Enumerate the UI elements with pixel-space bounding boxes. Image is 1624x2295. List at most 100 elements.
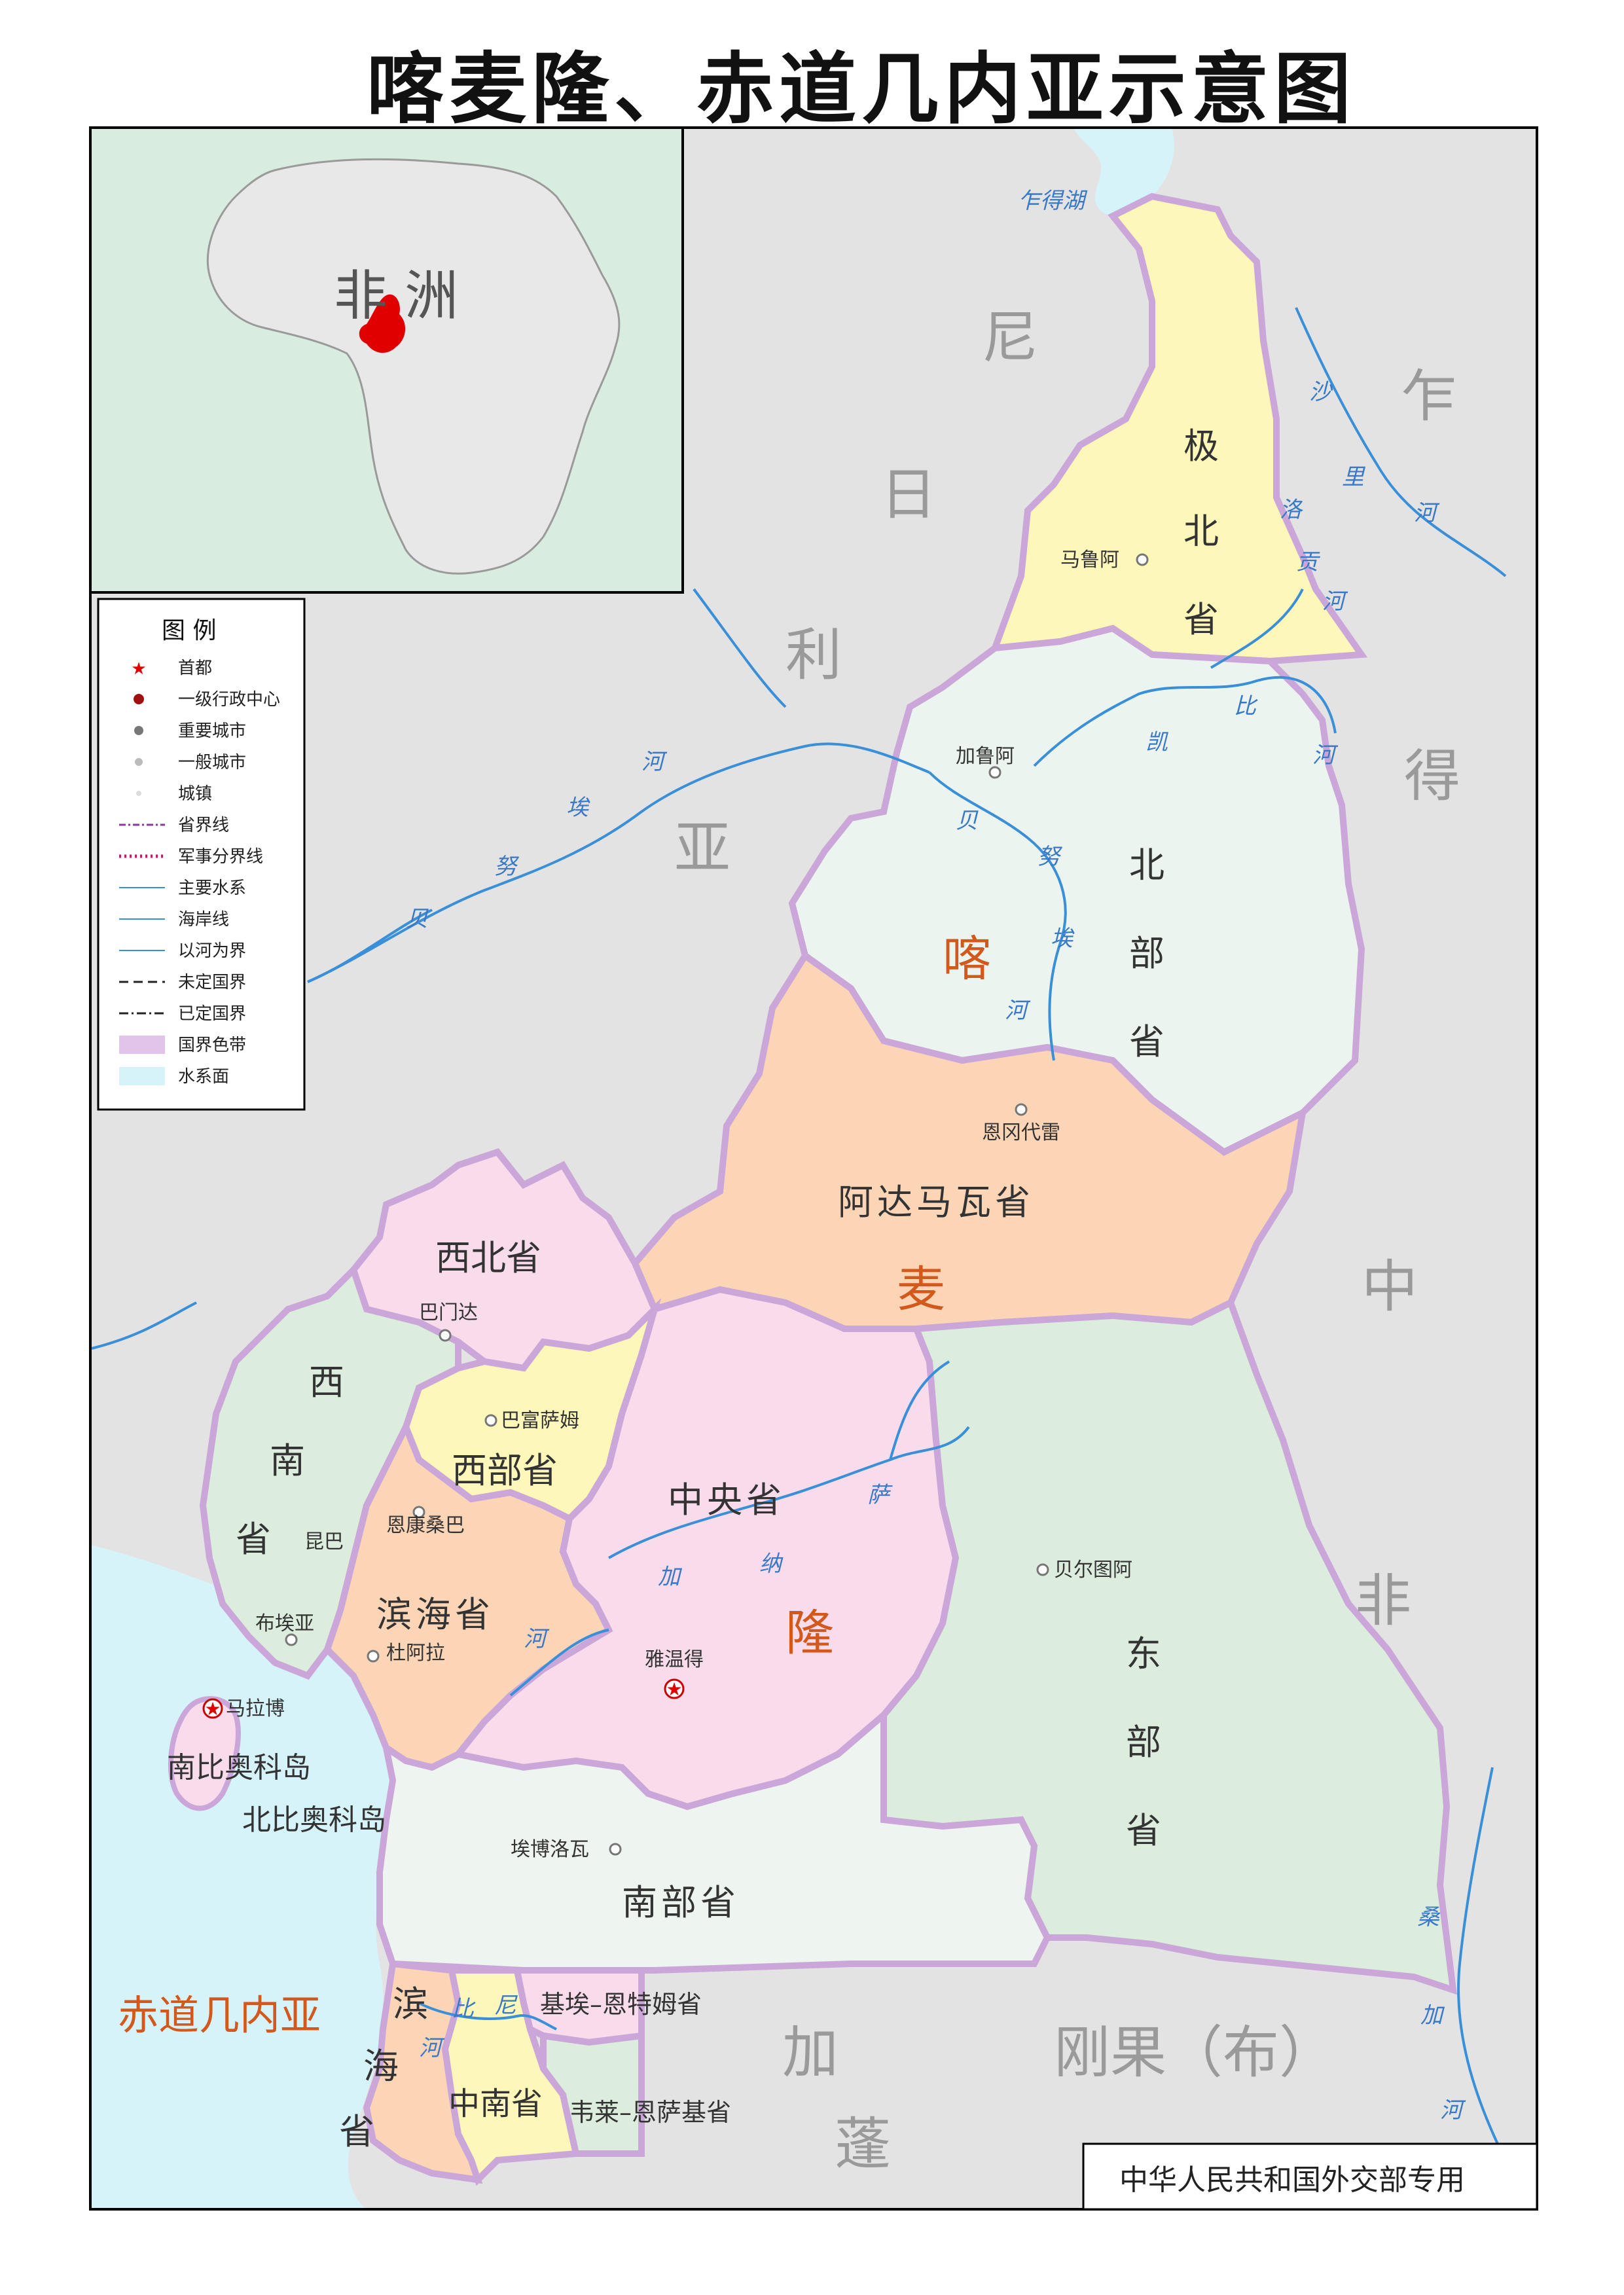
legend-item-water-area: 水系面: [119, 1067, 229, 1087]
south-label: 南部省: [622, 1882, 740, 1923]
east-1: 东: [1126, 1633, 1161, 1674]
legend-label: 省界线: [178, 816, 229, 835]
eq-guinea-wele-nzas: [540, 2032, 645, 2157]
footer-text: 中华人民共和国外交部专用: [1119, 2163, 1465, 2197]
legend-item-town-dot: 城镇: [136, 784, 212, 804]
far-north-2: 北: [1183, 511, 1219, 552]
lake-chad: [1074, 128, 1174, 217]
litoral-eg-2: 海: [363, 2046, 399, 2087]
east-2: 部: [1126, 1722, 1161, 1763]
chad-char-1: 乍: [1401, 364, 1457, 429]
lake-chad-label: 乍得湖: [1018, 188, 1088, 214]
legend-item-coast-line: 海岸线: [119, 910, 229, 930]
logone-2: 贡: [1296, 549, 1320, 575]
mbere-1: 凯: [1146, 729, 1168, 755]
sangha-1: 桑: [1417, 1904, 1441, 1930]
legend-label: 主要水系: [178, 878, 246, 898]
bioko-norte-label: 北比奥科岛: [242, 1803, 386, 1837]
city-ngaoundere: 恩冈代雷: [982, 1121, 1060, 1144]
cameroon-char-3: 隆: [785, 1605, 834, 1661]
inset-label: 非 洲: [334, 265, 458, 327]
city-garoua: 加鲁阿: [956, 745, 1015, 768]
legend-label: 以河为界: [178, 941, 246, 961]
benue-cm-1: 贝: [956, 808, 979, 834]
legend-symbol-city-dot: [135, 758, 143, 766]
legend-label: 重要城市: [178, 721, 246, 741]
sangha-3: 河: [1440, 2097, 1466, 2123]
wele-nzas-label: 韦莱–恩萨基省: [569, 2098, 731, 2127]
page-title: 喀麦隆、赤道几内亚示意图: [367, 43, 1357, 134]
benue-cm-4: 河: [1005, 998, 1031, 1024]
capital-star-malabo: ★: [204, 1698, 221, 1720]
legend-label: 一般城市: [178, 753, 246, 772]
map-frame: [89, 126, 1538, 2211]
logone-3: 河: [1322, 588, 1348, 615]
legend-item-city-dot: 一般城市: [135, 753, 246, 772]
sangha-2: 加: [1420, 2002, 1445, 2029]
sanaga-2: 纳: [759, 1551, 784, 1577]
legend-symbol-admin-center-dot: [134, 694, 144, 704]
gabon-char-1: 加: [782, 2020, 839, 2086]
bioko-sur-label: 南比奥科岛: [167, 1751, 311, 1784]
mbere-3: 河: [1312, 742, 1339, 768]
litoral-eg-1: 滨: [393, 1983, 428, 2025]
city-buea: 布埃亚: [255, 1612, 314, 1635]
legend-item-defined-border-line: 已定国界: [119, 1004, 246, 1024]
sanaga-4: 河: [524, 1626, 550, 1652]
legend-label: 海岸线: [178, 910, 229, 930]
north-2: 部: [1129, 933, 1164, 974]
nigeria-rivers: [91, 588, 787, 1350]
city-bertoua: 贝尔图阿: [1054, 1559, 1132, 1581]
legend-symbol-town-dot: [136, 791, 141, 796]
southwest-3: 省: [236, 1519, 271, 1560]
country-names: 尼 日 利 亚 乍 得 中 非 加 蓬 刚果（布） 赤道几内亚: [118, 305, 1460, 2177]
chad-char-2: 得: [1404, 744, 1460, 809]
littoral-label: 滨海省: [376, 1594, 494, 1635]
legend: 图 例 ★ 首都一级行政中心重要城市一般城市城镇省界线军事分界线主要水系海岸线以河…: [97, 598, 306, 1111]
kie-ntem-label: 基埃–恩特姆省: [540, 1990, 702, 2019]
litoral-eg-3: 省: [339, 2111, 374, 2152]
atlantic-ocean: [90, 1545, 401, 2209]
benue-cm-3: 埃: [1051, 926, 1075, 952]
southwest-2: 南: [270, 1440, 305, 1481]
province-east: [880, 1298, 1457, 1995]
north-3: 省: [1129, 1021, 1164, 1062]
legend-item-river-line: 主要水系: [119, 878, 246, 898]
centro-sur-label: 中南省: [448, 2086, 543, 2122]
legend-label: 城镇: [178, 784, 212, 804]
benue-ng-2: 努: [494, 854, 520, 880]
legend-symbol-border-band: [119, 1036, 165, 1054]
chari-1: 沙: [1309, 379, 1333, 405]
legend-item-border-band: 国界色带: [119, 1036, 246, 1055]
far-north-1: 极: [1183, 425, 1219, 467]
africa-outline: [206, 158, 621, 575]
legend-label: 未定国界: [178, 973, 246, 992]
city-yaounde: 雅温得: [645, 1648, 704, 1671]
rivers: [307, 307, 1507, 2161]
southwest-1: 西: [309, 1362, 344, 1403]
cameroon-char-1: 喀: [943, 931, 991, 987]
cameroon-highlight: [359, 294, 406, 353]
legend-item-province-boundary-line: 省界线: [119, 816, 229, 835]
gabon-char-2: 蓬: [835, 2112, 891, 2177]
legend-label: 首都: [178, 659, 212, 678]
sanaga-3: 加: [658, 1564, 683, 1590]
benue-ng-3: 埃: [566, 795, 590, 821]
legend-label: 一级行政中心: [178, 690, 280, 710]
nigeria-char-2: 日: [880, 462, 937, 528]
city-ebolowa: 埃博洛瓦: [511, 1838, 589, 1861]
city-malabo: 马拉博: [226, 1697, 285, 1720]
legend-label: 军事分界线: [178, 847, 263, 867]
cameroon-name: 喀 麦 隆: [785, 931, 991, 1661]
car-char-2: 非: [1355, 1568, 1411, 1634]
car-char-1: 中: [1362, 1254, 1418, 1320]
city-nkongsamba: 恩康桑巴: [386, 1514, 465, 1537]
logone-1: 洛: [1280, 497, 1303, 523]
city-bafoussam: 巴富萨姆: [501, 1409, 579, 1432]
mbini-1: 比: [452, 1996, 476, 2022]
cameroon-char-2: 麦: [897, 1261, 945, 1318]
legend-symbol-capital-star: ★: [131, 659, 146, 679]
chari-3: 河: [1414, 500, 1440, 526]
nigeria-char-1: 尼: [982, 305, 1038, 370]
